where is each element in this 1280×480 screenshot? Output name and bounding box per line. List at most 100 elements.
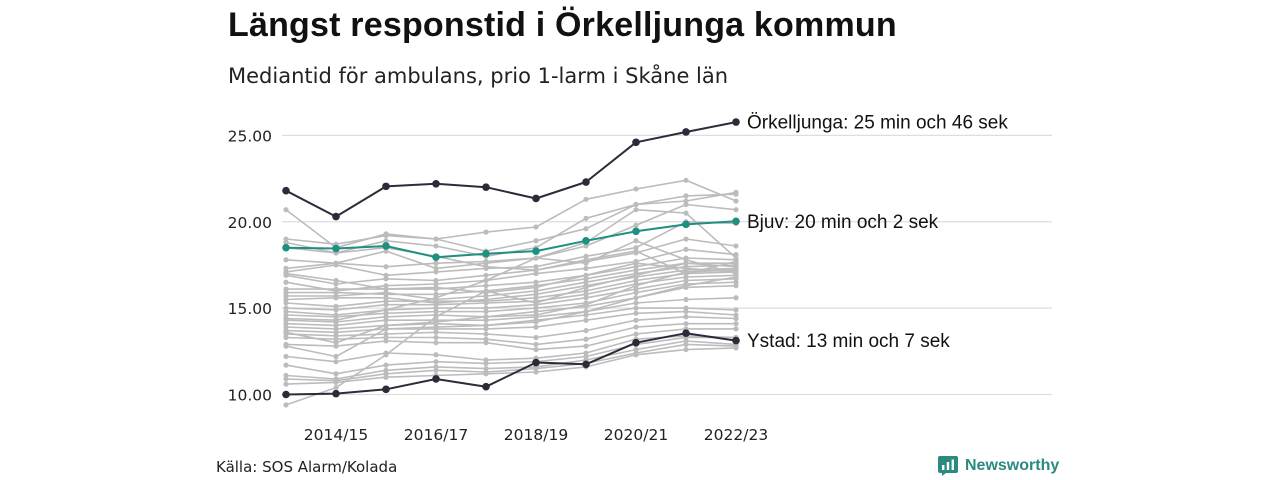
background-series-point	[483, 314, 489, 320]
background-series	[283, 177, 739, 247]
background-series-point	[433, 359, 439, 365]
background-series-point	[383, 276, 389, 282]
y-tick-label: 25.00	[228, 127, 272, 145]
background-series-point	[283, 207, 289, 213]
background-series-point	[433, 314, 439, 320]
background-series-point	[533, 341, 539, 348]
background-series-point	[683, 314, 689, 320]
highlight-series-point	[382, 242, 390, 250]
background-series-point	[483, 331, 489, 337]
background-series-point	[633, 238, 639, 244]
background-series-point	[433, 367, 439, 373]
background-series-point	[533, 319, 539, 325]
background-series-point	[733, 251, 739, 258]
source-note: Källa: SOS Alarm/Kolada	[216, 458, 398, 476]
background-series-line	[285, 276, 737, 358]
background-series-point	[433, 243, 439, 249]
highlight-series-point	[282, 390, 290, 399]
highlight-series-line	[285, 332, 737, 396]
background-series-point	[583, 284, 589, 291]
background-series-point	[383, 326, 389, 332]
background-series-point	[433, 352, 439, 358]
highlight-series-point	[632, 338, 640, 347]
background-series-point	[483, 308, 489, 315]
background-series-point	[633, 352, 639, 358]
background-series-point	[733, 198, 739, 204]
background-series-point	[383, 264, 389, 270]
background-series-point	[683, 270, 689, 277]
background-series-point	[483, 283, 489, 289]
background-series-point	[433, 340, 439, 346]
background-series-point	[633, 317, 639, 323]
highlight-series-point	[432, 253, 440, 261]
highlight-series-point	[532, 194, 540, 203]
background-series-point	[633, 300, 639, 306]
background-series-point	[583, 272, 589, 278]
x-tick-label: 2020/21	[604, 426, 668, 444]
background-series-point	[383, 338, 389, 344]
background-series-point	[733, 283, 739, 289]
background-series-point	[333, 295, 339, 301]
background-series-point	[683, 283, 689, 289]
background-series-point	[533, 284, 539, 291]
background-series-point	[283, 353, 289, 360]
background-series-point	[683, 265, 689, 272]
background-series-point	[383, 362, 389, 368]
x-axis-tick-labels: 2014/15 2016/17 2018/19 2020/21 2022/23	[304, 426, 768, 444]
newsworthy-logo-icon	[938, 456, 958, 476]
background-series-point	[383, 374, 389, 380]
background-series-point	[533, 346, 539, 353]
background-series-point	[333, 384, 339, 391]
background-series-line	[285, 322, 736, 346]
series-end-label: Ystad: 13 min och 7 sek	[747, 331, 950, 352]
background-series-line	[286, 262, 736, 296]
background-series-point	[583, 215, 589, 221]
background-series-line	[285, 269, 737, 344]
background-series-line	[285, 307, 737, 330]
y-tick-label: 15.00	[228, 300, 272, 318]
background-series-point	[733, 189, 739, 196]
background-series-point	[683, 201, 689, 208]
background-series-point	[633, 201, 639, 208]
background-series-point	[533, 324, 539, 330]
newsworthy-brand: Newsworthy	[938, 456, 1059, 476]
background-series-point	[383, 232, 389, 239]
background-series	[283, 267, 739, 346]
background-series-point	[433, 319, 439, 325]
highlight-series-point	[482, 183, 490, 192]
background-series-point	[683, 341, 689, 348]
background-series-point	[733, 207, 739, 213]
background-series-line	[285, 267, 737, 304]
brand-name: Newsworthy	[965, 457, 1060, 474]
series-end-label: Örkelljunga: 25 min och 46 sek	[747, 113, 1008, 134]
highlight-series-point	[532, 247, 540, 255]
highlight-series-point	[432, 375, 440, 383]
background-series-point	[483, 264, 489, 270]
background-series-point	[583, 317, 589, 323]
background-series-point	[583, 295, 589, 301]
chart-subtitle: Mediantid för ambulans, prio 1-larm i Sk…	[228, 64, 729, 88]
background-series-line	[285, 297, 737, 327]
background-series-point	[383, 302, 389, 308]
highlight-series-point	[482, 249, 490, 258]
background-series-point	[683, 210, 689, 216]
background-series-point	[383, 352, 389, 358]
highlight-series-point	[582, 360, 590, 369]
highlighted-series	[282, 118, 740, 399]
background-series-point	[533, 312, 539, 318]
background-series-line	[285, 248, 737, 292]
background-series-point	[733, 315, 739, 322]
highlight-series	[282, 329, 740, 399]
background-series-point	[383, 286, 389, 292]
background-series-point	[283, 300, 289, 306]
background-series-point	[633, 289, 639, 296]
background-series-point	[733, 269, 739, 275]
background-series	[283, 260, 739, 296]
highlight-series-point	[332, 244, 340, 253]
background-series-point	[333, 353, 339, 360]
background-series-point	[633, 186, 639, 192]
highlight-series-line	[285, 121, 737, 218]
background-series-point	[583, 196, 589, 202]
background-series-point	[533, 334, 539, 341]
background-series-point	[283, 343, 289, 349]
